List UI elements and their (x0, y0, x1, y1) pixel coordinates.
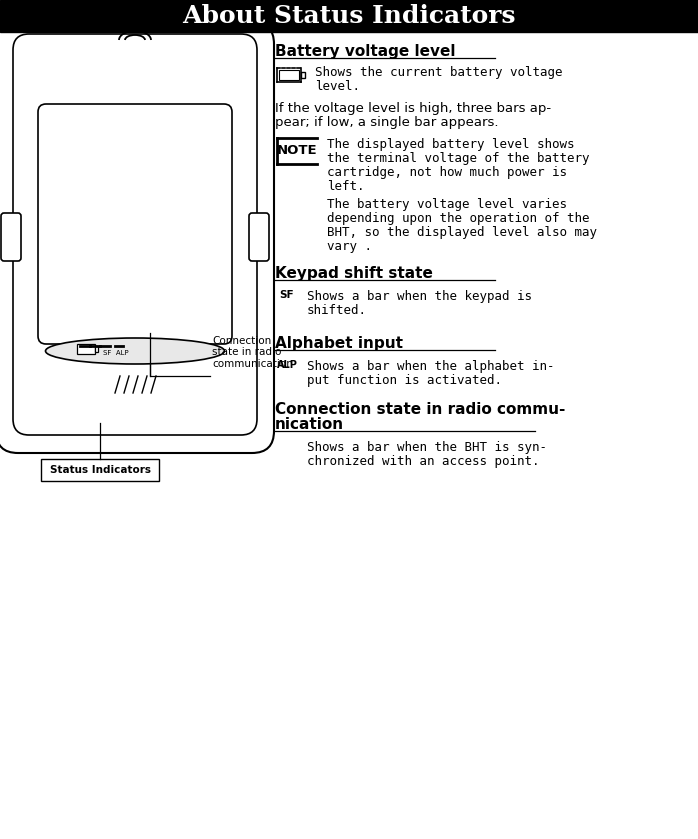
Text: Shows the current battery voltage: Shows the current battery voltage (315, 66, 563, 79)
FancyBboxPatch shape (249, 213, 269, 261)
Text: shifted.: shifted. (307, 304, 367, 317)
Text: ALP: ALP (277, 360, 298, 370)
Text: Shows a bar when the keypad is: Shows a bar when the keypad is (307, 290, 532, 303)
Bar (279, 70, 299, 80)
Bar (95, 346, 98, 352)
Text: depending upon the operation of the: depending upon the operation of the (327, 212, 590, 225)
Bar (77, 344, 95, 354)
Text: chronized with an access point.: chronized with an access point. (307, 455, 540, 468)
Text: NOTE: NOTE (276, 144, 318, 158)
Text: Battery voltage level: Battery voltage level (275, 44, 456, 59)
Bar (301, 72, 305, 78)
Text: vary .: vary . (327, 240, 372, 253)
Text: SF: SF (279, 290, 294, 300)
Text: cartridge, not how much power is: cartridge, not how much power is (327, 166, 567, 179)
Text: Shows a bar when the BHT is syn-: Shows a bar when the BHT is syn- (307, 441, 547, 454)
Text: The displayed battery level shows: The displayed battery level shows (327, 138, 574, 151)
Text: nication: nication (275, 417, 344, 432)
FancyBboxPatch shape (0, 22, 274, 453)
Text: Keypad shift state: Keypad shift state (275, 266, 433, 281)
Text: Connection
state in radio
communication: Connection state in radio communication (212, 336, 293, 369)
Bar (41, 459, 159, 481)
FancyBboxPatch shape (38, 104, 232, 344)
Text: level.: level. (315, 80, 360, 93)
Text: put function is activated.: put function is activated. (307, 374, 502, 387)
Text: If the voltage level is high, three bars ap-: If the voltage level is high, three bars… (275, 102, 551, 115)
Text: Alphabet input: Alphabet input (275, 336, 403, 351)
Bar (0, 0, 698, 32)
Text: BHT, so the displayed level also may: BHT, so the displayed level also may (327, 226, 597, 239)
Text: pear; if low, a single bar appears.: pear; if low, a single bar appears. (275, 116, 498, 129)
Text: Status Indicators: Status Indicators (50, 465, 151, 475)
Ellipse shape (45, 338, 225, 364)
FancyBboxPatch shape (1, 213, 21, 261)
Text: The battery voltage level varies: The battery voltage level varies (327, 198, 567, 211)
Text: the terminal voltage of the battery: the terminal voltage of the battery (327, 152, 590, 165)
Text: left.: left. (327, 180, 364, 193)
Text: Connection state in radio commu-: Connection state in radio commu- (275, 402, 565, 417)
Text: SF  ALP: SF ALP (103, 350, 128, 356)
Text: About Status Indicators: About Status Indicators (182, 4, 516, 28)
FancyBboxPatch shape (13, 34, 257, 435)
Text: Shows a bar when the alphabet in-: Shows a bar when the alphabet in- (307, 360, 554, 373)
